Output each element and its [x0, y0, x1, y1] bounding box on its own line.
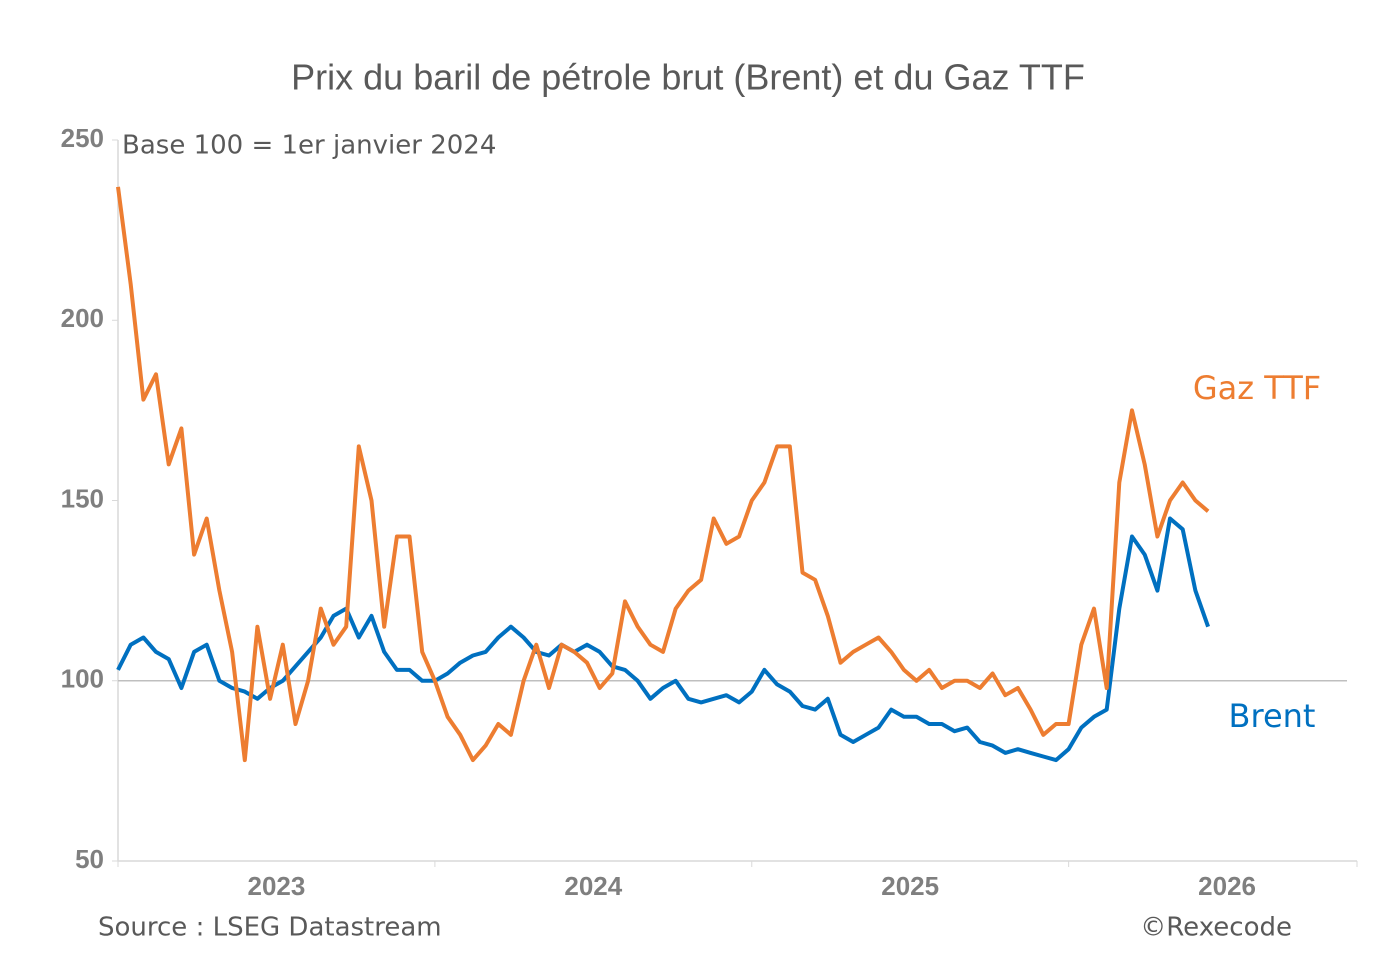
chart-title: Prix du baril de pétrole brut (Brent) et… [291, 57, 1085, 98]
credit: ©Rexecode [1140, 913, 1292, 943]
y-tick-label: 50 [75, 844, 104, 874]
series-line [116, 186, 1210, 763]
x-tick-label: 2026 [1198, 871, 1256, 901]
series-line [116, 516, 1210, 763]
series-label: Gaz TTF [1193, 369, 1321, 407]
y-tick-label: 250 [61, 123, 104, 153]
chart-subtitle: Base 100 = 1er janvier 2024 [122, 131, 496, 161]
source: Source : LSEG Datastream [98, 913, 442, 943]
x-tick-label: 2025 [881, 871, 939, 901]
series-label: Brent [1229, 697, 1316, 735]
y-tick-label: 100 [61, 664, 104, 694]
y-tick-label: 150 [61, 483, 104, 513]
y-tick-label: 200 [61, 303, 104, 333]
x-tick-label: 2023 [248, 871, 306, 901]
x-tick-label: 2024 [564, 871, 622, 901]
